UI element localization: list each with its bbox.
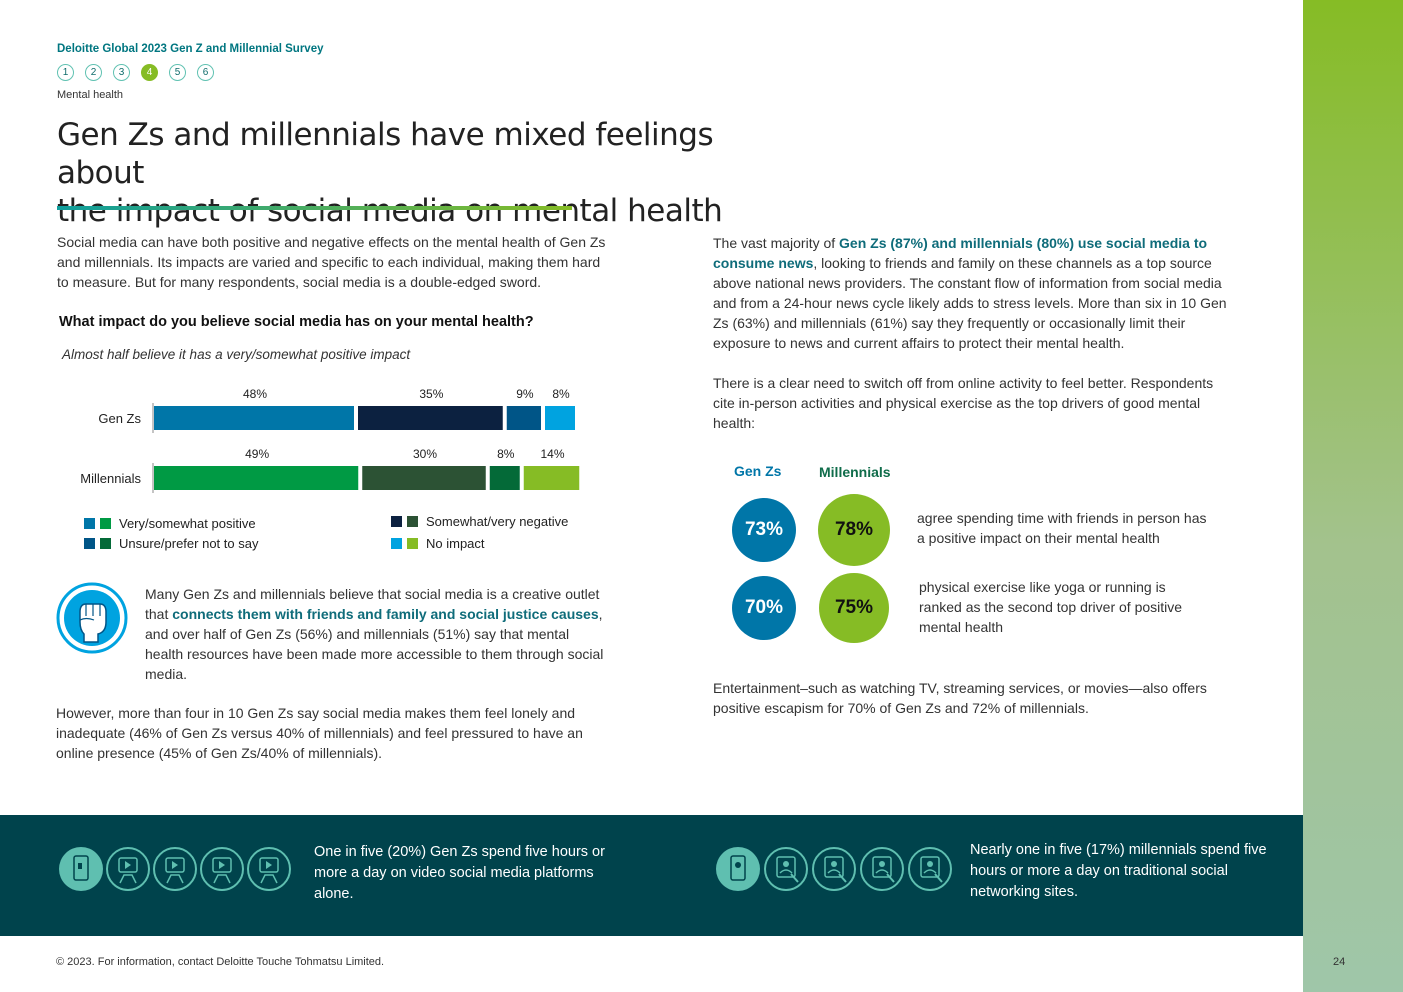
bar-value-label: 48%: [243, 387, 267, 401]
friends-stat-text: agree spending time with friends in pers…: [917, 510, 1207, 546]
chart-subtitle: Almost half believe it has a very/somewh…: [62, 347, 411, 362]
news-text-2: , looking to friends and family on these…: [713, 255, 1227, 351]
legend-swatch: [84, 538, 95, 549]
page-title: Gen Zs and millennials have mixed feelin…: [57, 116, 777, 230]
step-3[interactable]: 3: [113, 64, 130, 81]
stacked-bar-chart: Gen Zs 48% 35% 9% 8% Millennials 49% 30% 8% 14%: [80, 387, 580, 493]
legend-label: No impact: [426, 536, 485, 551]
category-label: Millennials: [80, 471, 141, 486]
bar-value-label: 30%: [413, 447, 437, 461]
creative-outlet-paragraph: Many Gen Zs and millennials believe that…: [145, 584, 610, 684]
genz-video-stat: One in five (20%) Gen Zs spend five hour…: [314, 844, 605, 902]
step-1[interactable]: 1: [57, 64, 74, 81]
step-5[interactable]: 5: [169, 64, 186, 81]
legend-swatch: [100, 538, 111, 549]
legend-swatch: [391, 516, 402, 527]
news-highlight: Gen Zs (87%) and millennials (80%) use s…: [713, 235, 1208, 271]
legend-swatch: [100, 518, 111, 529]
bar-value-label: 49%: [245, 447, 269, 461]
millennials-exercise-stat: 75%: [819, 573, 889, 643]
bar-value-label: 9%: [516, 387, 534, 401]
legend-swatch: [84, 518, 95, 529]
bar-segment: [362, 466, 486, 490]
genz-exercise-stat: 70%: [732, 576, 796, 640]
bar-segment: [154, 466, 359, 490]
raised-fist-icon: [56, 582, 128, 654]
chart-question: What impact do you believe social media …: [59, 314, 534, 330]
section-steps: 1 2 3 4 5 6: [57, 64, 214, 81]
bar-segment: [523, 466, 580, 490]
stats-band: One in five (20%) Gen Zs spend five hour…: [0, 815, 1303, 936]
millennials-social-stat: Nearly one in five (17%) millennials spe…: [970, 842, 1267, 900]
step-4-active[interactable]: 4: [141, 64, 158, 81]
stat-head-millennials: Millennials: [819, 464, 891, 480]
survey-title: Deloitte Global 2023 Gen Z and Millennia…: [57, 43, 324, 55]
legend-swatch: [407, 538, 418, 549]
title-divider: [57, 206, 572, 210]
legend-item-negative: Somewhat/very negative: [391, 514, 568, 529]
millennials-friends-stat: 78%: [818, 494, 890, 566]
legend-label: Somewhat/very negative: [426, 514, 569, 529]
title-line-1: Gen Zs and millennials have mixed feelin…: [57, 117, 714, 191]
legend-item-unsure: Unsure/prefer not to say: [84, 536, 258, 551]
bar-value-label: 14%: [540, 447, 564, 461]
exercise-stat-text: physical exercise like yoga or running i…: [919, 579, 1183, 635]
social-networking-icons: [716, 847, 952, 891]
news-text-1: The vast majority of: [713, 235, 840, 251]
chart-legend: Very/somewhat positive Somewhat/very neg…: [84, 514, 604, 556]
switch-off-paragraph: There is a clear need to switch off from…: [713, 375, 1214, 431]
bar-segment: [506, 406, 541, 430]
creative-highlight: connects them with friends and family an…: [172, 606, 599, 622]
intro-paragraph: Social media can have both positive and …: [57, 234, 606, 290]
page-number: 24: [1333, 956, 1346, 968]
however-paragraph: However, more than four in 10 Gen Zs say…: [56, 705, 583, 761]
social-icons-row: [714, 845, 954, 893]
stat-head-genz: Gen Zs: [734, 463, 782, 479]
bar-segment: [154, 406, 354, 430]
bar-segment: [545, 406, 575, 430]
entertainment-paragraph: Entertainment–such as watching TV, strea…: [713, 680, 1207, 716]
bar-segment: [358, 406, 503, 430]
video-icons-row: [57, 845, 291, 893]
video-person-icons: [59, 847, 291, 891]
bar-value-label: 8%: [552, 387, 570, 401]
section-label: Mental health: [57, 89, 124, 101]
bar-segment: [489, 466, 520, 490]
category-label: Gen Zs: [98, 411, 141, 426]
legend-swatch: [391, 538, 402, 549]
bar-value-label: 8%: [497, 447, 515, 461]
step-6[interactable]: 6: [197, 64, 214, 81]
creative-text-2: , and over half of Gen Zs (56%) and mill…: [145, 606, 604, 682]
title-line-2: the impact of social media on mental hea…: [57, 193, 723, 229]
legend-label: Unsure/prefer not to say: [119, 536, 259, 551]
footer-copyright: © 2023. For information, contact Deloitt…: [56, 956, 385, 968]
creative-text-1: Many Gen Zs and millennials believe that…: [145, 586, 600, 622]
decorative-sidebar: [1303, 0, 1403, 992]
bar-value-label: 35%: [419, 387, 443, 401]
legend-item-no-impact: No impact: [391, 536, 485, 551]
legend-item-positive: Very/somewhat positive: [84, 516, 256, 531]
genz-friends-stat: 73%: [732, 498, 796, 562]
legend-swatch: [407, 516, 418, 527]
legend-label: Very/somewhat positive: [119, 516, 256, 531]
news-paragraph: The vast majority of Gen Zs (87%) and mi…: [713, 233, 1243, 353]
step-2[interactable]: 2: [85, 64, 102, 81]
